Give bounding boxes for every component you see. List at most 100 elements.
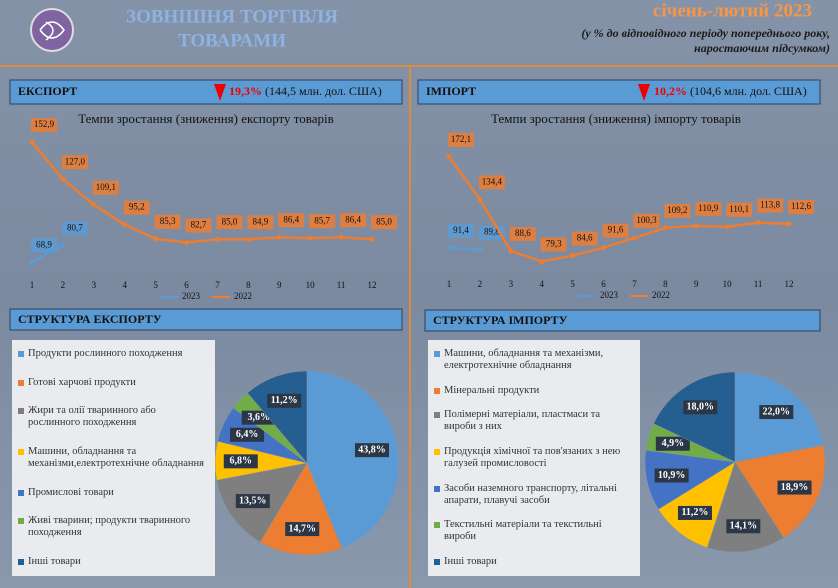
point bbox=[601, 245, 607, 251]
series-line bbox=[447, 156, 790, 263]
legend-item: Інші товари bbox=[18, 556, 209, 568]
value-label-box bbox=[540, 237, 567, 252]
value-label: 112,6 bbox=[791, 201, 811, 211]
value-label-box bbox=[677, 505, 712, 520]
x-tick-label: 5 bbox=[570, 279, 575, 289]
legend-swatch bbox=[434, 387, 440, 394]
series-line bbox=[448, 246, 480, 251]
section-title: СТРУКТУРА ЕКСПОРТУ bbox=[18, 312, 162, 326]
value-label-box bbox=[371, 215, 397, 230]
value-label-box bbox=[655, 436, 690, 451]
legend-item: Засоби наземного транспорту, літальні ап… bbox=[434, 483, 634, 507]
value-label-box bbox=[777, 480, 812, 495]
legend-label: 2022 bbox=[652, 290, 670, 300]
point bbox=[477, 247, 483, 253]
series-line bbox=[31, 244, 64, 264]
value-label-box bbox=[726, 519, 761, 534]
value-label: 85,3 bbox=[160, 216, 176, 226]
section-bar bbox=[424, 309, 821, 332]
x-tick-label: 3 bbox=[92, 280, 97, 290]
value-label-box bbox=[571, 231, 598, 246]
value-label-box bbox=[683, 400, 718, 415]
point bbox=[338, 234, 344, 240]
panel-value: 10,2% (104,6 млн. дол. США) bbox=[654, 84, 807, 98]
point bbox=[307, 235, 313, 241]
point bbox=[122, 222, 128, 228]
panel-value: 19,3% (144,5 млн. дол. США) bbox=[229, 84, 382, 98]
value-label-box bbox=[509, 227, 536, 242]
x-tick-label: 7 bbox=[215, 280, 220, 290]
value-label-box bbox=[633, 213, 660, 228]
value-label: 68,9 bbox=[36, 239, 52, 249]
x-tick-label: 5 bbox=[153, 280, 158, 290]
title: ЗОВНІШНЯ ТОРГІВЛЯ bbox=[126, 6, 338, 27]
point bbox=[153, 236, 159, 242]
x-tick-label: 9 bbox=[277, 280, 282, 290]
point bbox=[245, 236, 251, 242]
value-label: 14,1% bbox=[730, 521, 758, 532]
x-tick-label: 11 bbox=[754, 279, 763, 289]
value-label: 91,6 bbox=[608, 225, 624, 235]
value-label: 10,9% bbox=[658, 470, 686, 481]
legend-label: 2022 bbox=[234, 291, 252, 301]
value-label: 84,6 bbox=[577, 233, 593, 243]
x-tick-label: 8 bbox=[663, 279, 668, 289]
value-label: 18,9% bbox=[781, 482, 809, 493]
point bbox=[570, 253, 576, 259]
point bbox=[786, 221, 792, 227]
legend-label: Засоби наземного транспорту, літальні ап… bbox=[444, 482, 617, 506]
x-tick-label: 2 bbox=[478, 279, 483, 289]
x-tick-label: 8 bbox=[246, 280, 251, 290]
value-label-box bbox=[757, 198, 784, 213]
legend-swatch bbox=[434, 522, 440, 529]
x-tick-label: 1 bbox=[447, 279, 452, 289]
legend-item: Готові харчові продукти bbox=[18, 377, 209, 389]
value-label: 91,4 bbox=[453, 225, 469, 235]
x-tick-label: 10 bbox=[306, 280, 316, 290]
point bbox=[477, 196, 483, 202]
legend-item: Машини, обладнання та механізми, електро… bbox=[434, 348, 634, 372]
legend-item: Жири та олії тваринного або рослинного п… bbox=[18, 405, 209, 429]
value-label-box bbox=[185, 218, 212, 233]
point bbox=[29, 259, 35, 265]
legend-swatch bbox=[18, 489, 24, 496]
chart-title: Темпи зростання (зниження) експорту това… bbox=[78, 111, 334, 126]
legend-swatch bbox=[18, 408, 24, 415]
x-tick-label: 11 bbox=[337, 280, 346, 290]
value-label: 85,0 bbox=[222, 216, 238, 226]
legend-swatch bbox=[434, 351, 440, 357]
value-label: 13,5% bbox=[239, 495, 267, 506]
legend-swatch bbox=[434, 448, 440, 455]
value-label-box bbox=[354, 443, 389, 458]
value-label-box bbox=[31, 238, 57, 253]
legend-label: Продукція хімічної та пов'язаних з нею г… bbox=[444, 445, 621, 469]
value-label: 95,2 bbox=[129, 202, 145, 212]
point bbox=[724, 224, 730, 230]
legend-swatch bbox=[18, 558, 24, 565]
value-label: 109,2 bbox=[667, 205, 687, 215]
value-label-box bbox=[788, 199, 814, 214]
legend-item: Живі тварини; продукти тваринного походж… bbox=[18, 515, 209, 539]
value-label-box bbox=[448, 132, 474, 147]
value-label-box bbox=[478, 175, 505, 190]
note-line: (у % до відповідного періоду попередньог… bbox=[581, 26, 830, 40]
slice bbox=[259, 462, 343, 556]
down-arrow bbox=[214, 84, 226, 101]
legend-swatch bbox=[434, 485, 440, 492]
value-label: 109,1 bbox=[96, 182, 116, 192]
value-label: 18,0% bbox=[687, 402, 715, 413]
value-label: 3,6% bbox=[247, 412, 270, 423]
legend-label: Інші товари bbox=[444, 555, 497, 567]
value-label-box bbox=[340, 213, 367, 228]
point bbox=[369, 236, 375, 242]
point bbox=[446, 154, 452, 160]
legend-item: Мінеральні продукти bbox=[434, 385, 634, 397]
x-tick-label: 2 bbox=[61, 280, 66, 290]
value-label: 43,8% bbox=[358, 444, 386, 455]
point bbox=[184, 240, 190, 246]
slice bbox=[306, 370, 400, 549]
change: 10,2% bbox=[654, 84, 687, 98]
legend-label: Живі тварини; продукти тваринного походж… bbox=[28, 515, 191, 539]
legend-swatch bbox=[18, 379, 24, 386]
value-label: 110,9 bbox=[698, 203, 718, 213]
